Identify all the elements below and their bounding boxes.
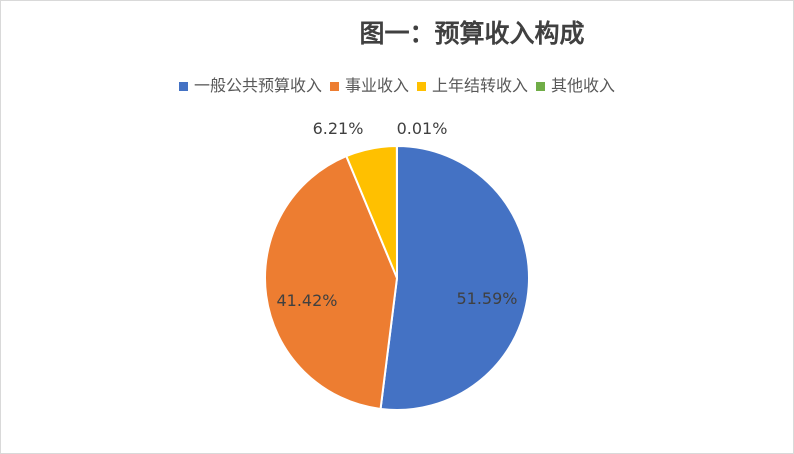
legend-item: 事业收入 (329, 72, 409, 96)
legend-swatch (417, 82, 426, 91)
data-label: 51.59% (456, 289, 517, 308)
legend: 一般公共预算收入 事业收入 上年结转收入 其他收入 (0, 72, 794, 96)
legend-item: 上年结转收入 (417, 72, 528, 96)
legend-item: 其他收入 (536, 72, 615, 96)
legend-label: 其他收入 (551, 76, 616, 95)
data-label: 0.01% (397, 119, 448, 138)
legend-label: 一般公共预算收入 (193, 76, 322, 95)
legend-label: 事业收入 (344, 76, 409, 95)
data-label: 6.21% (313, 119, 364, 138)
legend-label: 上年结转收入 (432, 76, 529, 95)
legend-swatch (329, 82, 339, 91)
chart-title: 图一：预算收入构成 (359, 19, 585, 48)
legend-item: 一般公共预算收入 (178, 72, 322, 96)
legend-swatch (536, 82, 546, 91)
pie-slice (264, 154, 399, 411)
pie-slice (379, 144, 530, 411)
legend-swatch (178, 82, 188, 91)
data-label: 41.42% (276, 291, 337, 310)
